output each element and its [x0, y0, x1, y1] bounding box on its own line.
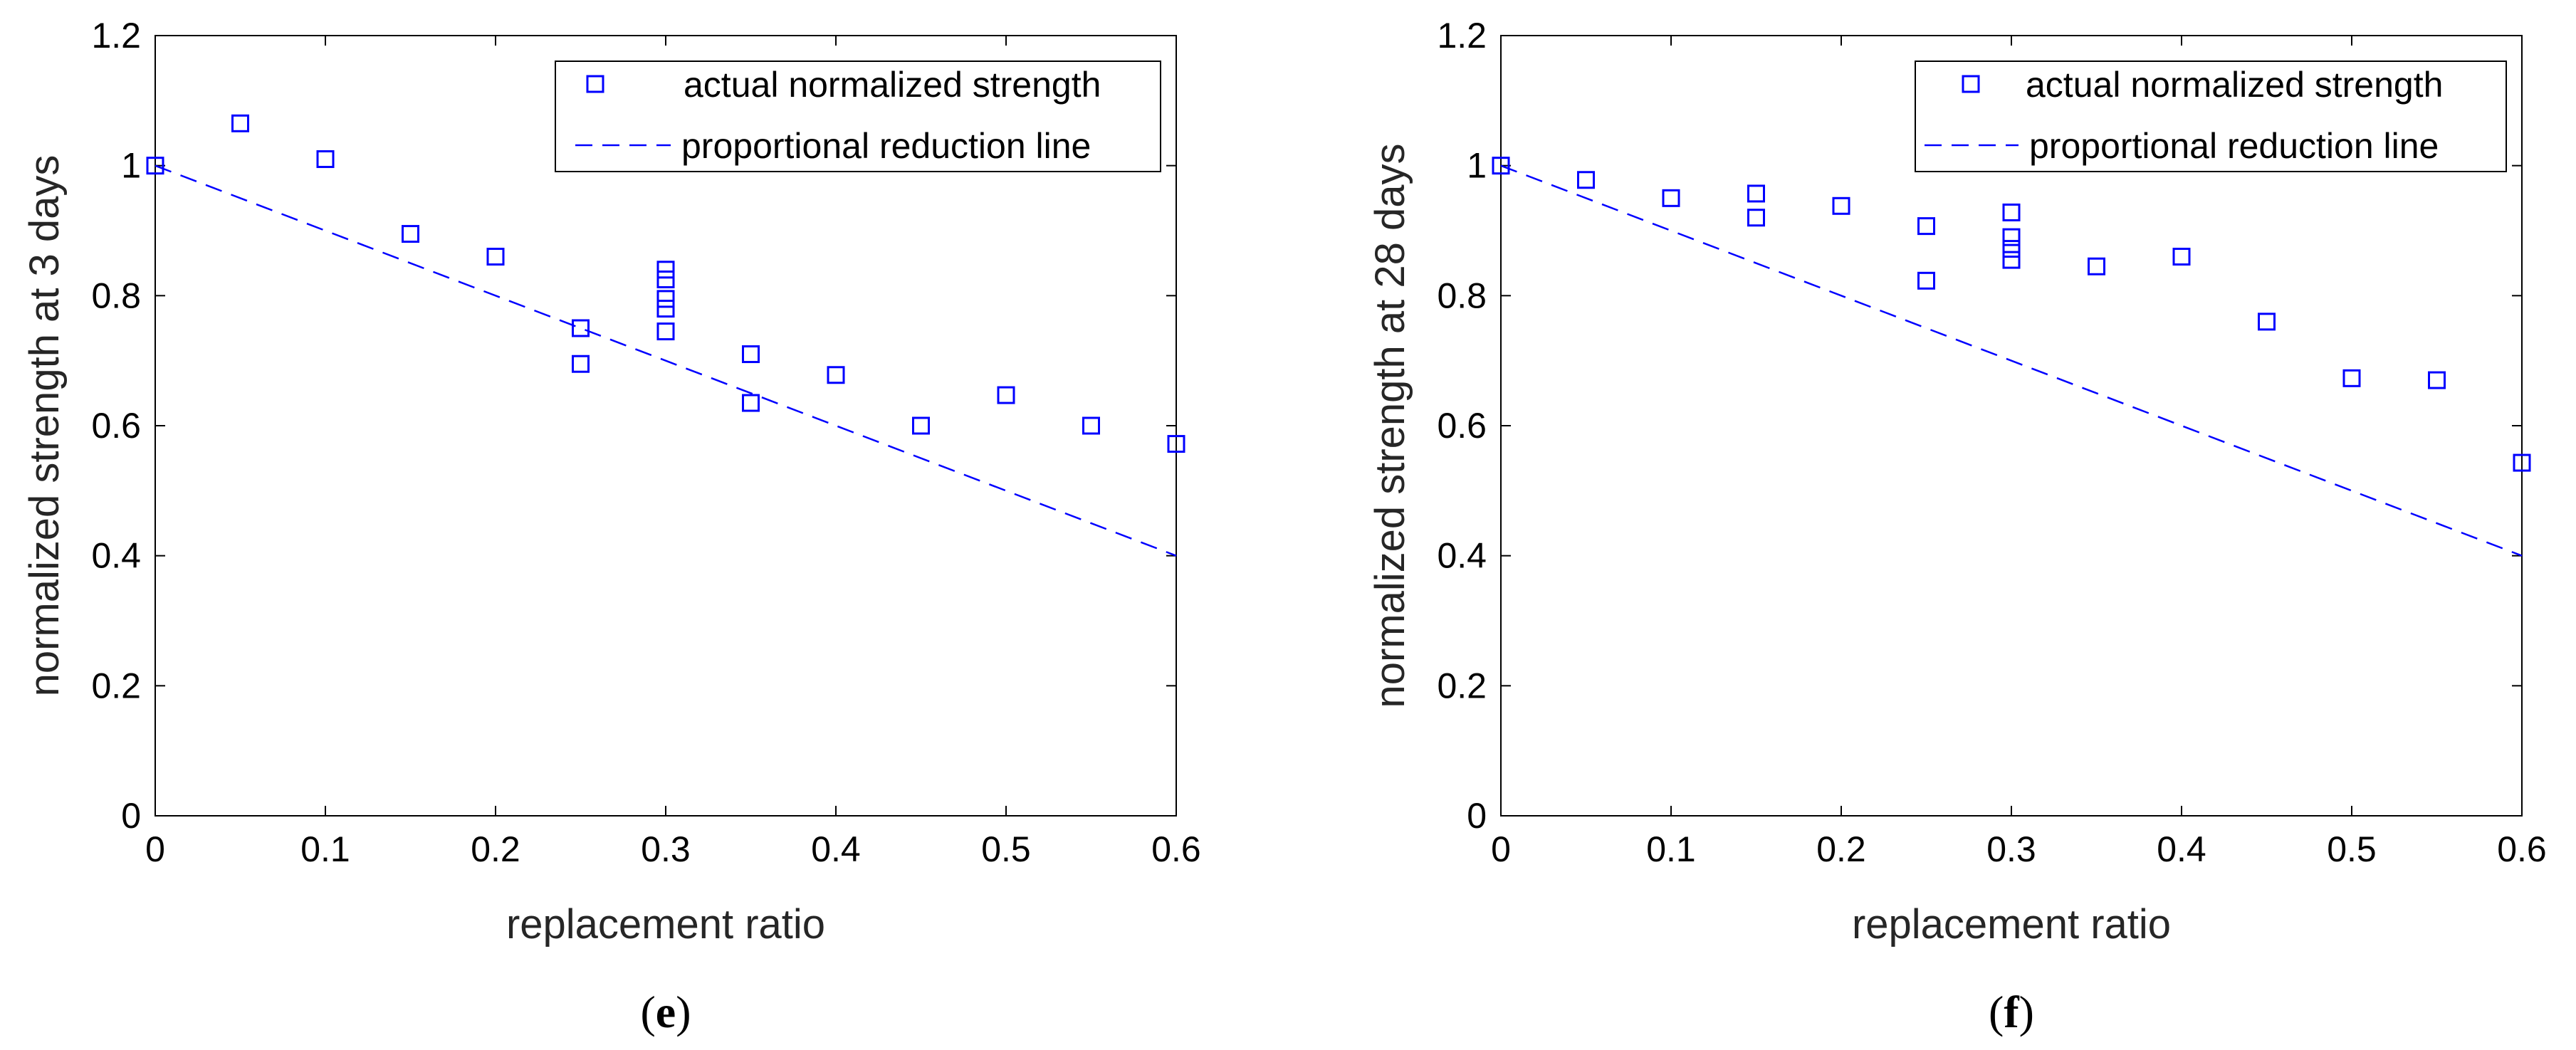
data-point-marker — [656, 322, 675, 341]
data-point-marker — [402, 225, 419, 243]
x-tick-label-e: 0.3 — [641, 829, 691, 869]
data-point-marker — [316, 150, 335, 169]
y-tick-label-f: 0.4 — [1437, 536, 1487, 576]
series-markers-e — [146, 114, 1185, 453]
y-tick-label-e: 0 — [121, 796, 141, 836]
legend-label-markers-f: actual normalized strength — [2026, 65, 2443, 105]
data-point-marker — [1917, 271, 1935, 290]
data-point-marker — [2002, 203, 2021, 221]
data-point-marker — [2172, 248, 2191, 266]
data-point-marker — [997, 386, 1015, 404]
series-line-e — [155, 164, 1177, 557]
data-point-marker — [572, 319, 590, 337]
panel-label-letter-e: e — [656, 987, 676, 1037]
legend-f: actual normalized strength proportional … — [1915, 61, 2507, 172]
panel-label-letter-f: f — [2004, 987, 2019, 1037]
proportional-reduction-line — [1500, 164, 2523, 557]
y-tick-label-f: 1 — [1467, 146, 1487, 186]
y-tick-label-f: 0.2 — [1437, 666, 1487, 705]
legend-marker-symbol-f — [1962, 75, 1980, 93]
x-ticks-e: 0 0.1 0.2 0.3 0.4 0.5 0.6 — [145, 36, 1201, 869]
x-tick-label-f: 0.1 — [1646, 829, 1696, 869]
x-tick-label-f: 0.5 — [2327, 829, 2377, 869]
legend-box-e — [555, 61, 1161, 172]
data-point-marker — [1662, 189, 1680, 207]
data-point-marker — [2088, 257, 2105, 275]
data-point-marker — [146, 157, 164, 175]
x-tick-label-f: 0.4 — [2157, 829, 2206, 869]
data-point-marker — [742, 345, 760, 364]
data-point-marker — [1747, 184, 1765, 203]
legend-label-markers-e: actual normalized strength — [684, 65, 1101, 105]
y-tick-label-f: 0 — [1467, 796, 1487, 836]
legend-box-f — [1915, 61, 2507, 172]
data-point-marker — [912, 416, 930, 435]
y-tick-label-e: 0.4 — [91, 536, 141, 576]
x-tick-label-f: 0.2 — [1816, 829, 1866, 869]
y-axis-label-e: normalized strength at 3 days — [21, 155, 68, 697]
proportional-reduction-line — [155, 164, 1177, 557]
data-point-marker — [2258, 313, 2276, 331]
legend-marker-symbol-e — [586, 75, 604, 93]
x-tick-label-e: 0.5 — [981, 829, 1031, 869]
panel-label-e: (e) — [640, 987, 691, 1037]
data-point-marker — [2002, 228, 2021, 246]
x-tick-label-f: 0.6 — [2497, 829, 2547, 869]
data-point-marker — [2342, 369, 2361, 387]
data-point-marker — [2428, 371, 2446, 389]
data-point-marker — [486, 248, 505, 266]
legend-e: actual normalized strength proportional … — [555, 61, 1161, 172]
x-tick-label-e: 0.2 — [471, 829, 520, 869]
x-tick-label-f: 0.3 — [1986, 829, 2036, 869]
chart-panel-f: 0 0.2 0.4 0.6 0.8 1 1.2 0 0.1 0.2 0.3 0.4 0.5 0.6 re… — [1367, 16, 2547, 1037]
y-tick-label-e: 0.8 — [91, 275, 141, 315]
y-axis-label-f: normalized strength at 28 days — [1367, 143, 1413, 708]
y-tick-label-e: 0.2 — [91, 666, 141, 705]
legend-label-line-e: proportional reduction line — [681, 126, 1091, 166]
x-tick-label-e: 0.6 — [1151, 829, 1201, 869]
data-point-marker — [1577, 171, 1595, 189]
data-point-marker — [1492, 157, 1510, 175]
data-point-marker — [572, 355, 590, 373]
y-tick-label-f: 0.8 — [1437, 275, 1487, 315]
chart-panel-e: 0 0.2 0.4 0.6 0.8 1 1.2 0 0.1 0.2 0.3 0.4 0.5 0.6 re… — [21, 16, 1201, 1037]
y-ticks-e: 0 0.2 0.4 0.6 0.8 1 1.2 — [91, 16, 1176, 836]
data-point-marker — [742, 394, 760, 412]
y-tick-label-f: 1.2 — [1437, 16, 1487, 56]
legend-label-line-f: proportional reduction line — [2029, 126, 2439, 166]
x-tick-label-f: 0 — [1491, 829, 1511, 869]
data-point-marker — [1832, 196, 1850, 215]
data-point-marker — [656, 290, 675, 308]
panel-label-f: (f) — [1989, 987, 2034, 1037]
x-tick-label-e: 0.1 — [300, 829, 350, 869]
data-point-marker — [656, 300, 675, 318]
data-point-marker — [2002, 240, 2021, 258]
x-ticks-f: 0 0.1 0.2 0.3 0.4 0.5 0.6 — [1491, 36, 2547, 869]
series-markers-f — [1492, 157, 2531, 472]
data-point-marker — [827, 366, 845, 384]
y-tick-label-e: 1.2 — [91, 16, 141, 56]
x-axis-label-e: replacement ratio — [506, 901, 825, 947]
y-ticks-f: 0 0.2 0.4 0.6 0.8 1 1.2 — [1437, 16, 2522, 836]
data-point-marker — [656, 261, 675, 279]
data-point-marker — [2002, 251, 2021, 269]
data-point-marker — [1167, 435, 1185, 453]
x-tick-label-e: 0 — [145, 829, 165, 869]
data-point-marker — [656, 271, 675, 288]
series-line-f — [1500, 164, 2523, 557]
y-tick-label-f: 0.6 — [1437, 406, 1487, 446]
data-point-marker — [1917, 217, 1935, 236]
data-point-marker — [2513, 453, 2531, 472]
data-point-marker — [1747, 209, 1765, 227]
data-point-marker — [231, 114, 249, 132]
y-tick-label-e: 1 — [121, 146, 141, 186]
x-axis-label-f: replacement ratio — [1852, 901, 2171, 947]
y-tick-label-e: 0.6 — [91, 406, 141, 446]
data-point-marker — [1082, 416, 1100, 435]
x-tick-label-e: 0.4 — [811, 829, 861, 869]
